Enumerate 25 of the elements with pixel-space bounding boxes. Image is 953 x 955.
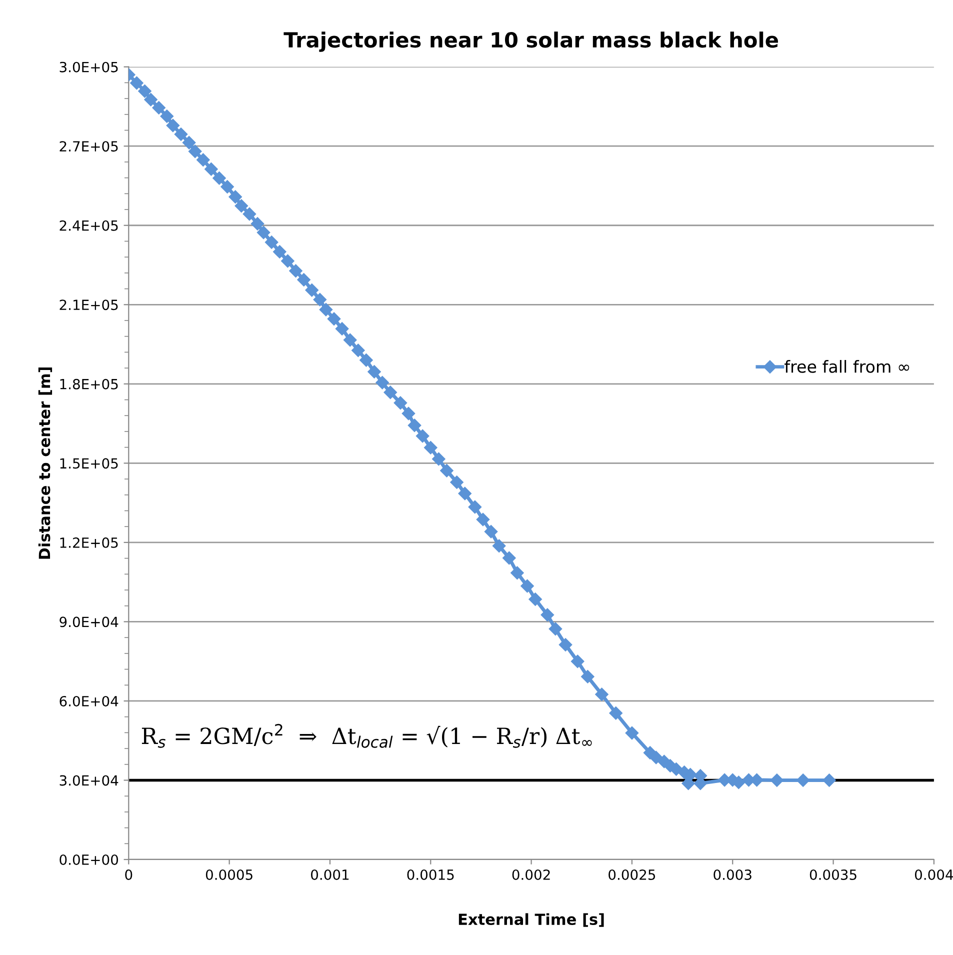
y-tick-label: 0.0E+00 [60, 854, 118, 865]
x-tick-label: 0.0025 [608, 869, 656, 880]
y-tick-label: 1.5E+05 [60, 458, 118, 469]
x-tick-label: 0.003 [714, 869, 752, 880]
x-tick-label: 0 [125, 869, 132, 880]
y-tick-label: 3.0E+05 [60, 62, 118, 72]
text: R$_{s}$ = 2GM/c$^{2}$ ⇒ Δt$_{local}$ = √(1 − R$_{s}$/r) Δt$_{∞}$ [142, 724, 592, 748]
y-tick-label: 6.0E+04 [60, 696, 118, 706]
x-axis-title: External Time [s] [458, 913, 604, 927]
y-tick-label: 2.7E+05 [60, 141, 118, 152]
x-tick-label: 0.002 [512, 869, 550, 880]
y-tick-label: 2.1E+05 [60, 300, 118, 310]
y-tick-label: 9.0E+04 [60, 616, 118, 628]
chart-title: Trajectories near 10 solar mass black hole [284, 32, 778, 52]
x-tick-label: 0.004 [914, 869, 953, 880]
x-tick-label: 0.0005 [206, 869, 252, 880]
y-tick-label: 2.4E+05 [60, 220, 118, 231]
legend-label: free fall from ∞ [784, 360, 910, 373]
y-tick-label: 3.0E+04 [60, 775, 118, 786]
x-tick-label: 0.0035 [810, 869, 856, 880]
y-axis-title: Distance to center [m] [38, 367, 52, 559]
y-tick-label: 1.2E+05 [60, 537, 118, 548]
y-tick-label: 1.8E+05 [60, 378, 118, 390]
x-tick-label: 0.0015 [407, 869, 454, 880]
x-tick-label: 0.001 [311, 869, 349, 880]
